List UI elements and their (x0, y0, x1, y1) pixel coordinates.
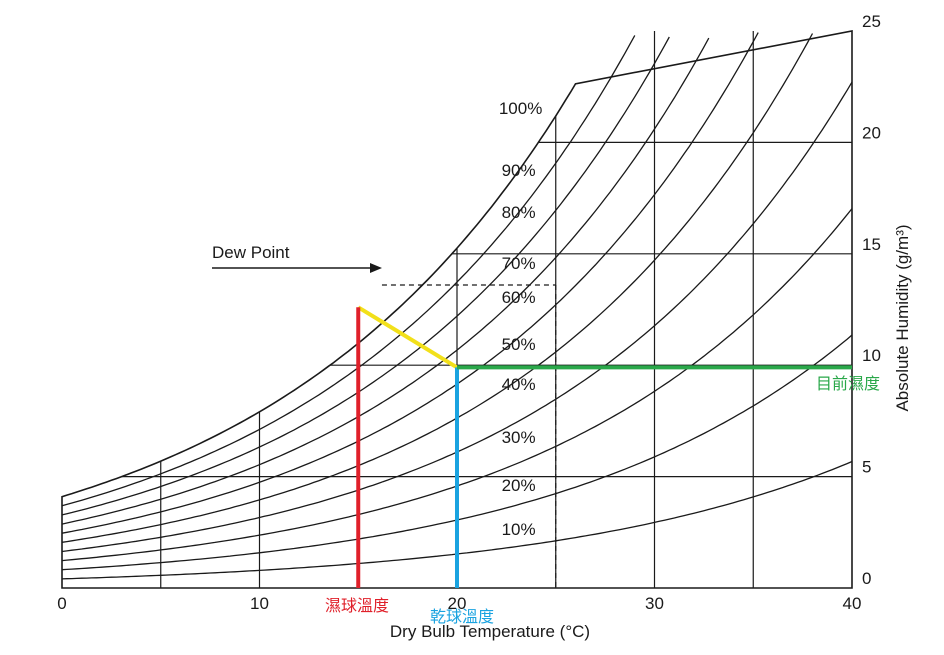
y-tick-label: 10 (862, 346, 881, 365)
y-tick-label: 0 (862, 569, 871, 588)
rh-curve-60 (61, 32, 759, 534)
annotation-label-1: 乾球溫度 (430, 607, 494, 626)
rh-label-60: 60% (502, 288, 536, 307)
rh-curve-50 (61, 33, 814, 543)
x-axis-ticks: 0 10 20 30 40 (57, 594, 861, 613)
rh-label-70: 70% (502, 254, 536, 273)
x-tick-label: 40 (843, 594, 862, 613)
rh-label-30: 30% (502, 428, 536, 447)
rh-label-40: 40% (502, 375, 536, 394)
annotation-label-2: 目前濕度 (816, 374, 880, 393)
y-axis-title: Absolute Humidity (g/m³) (893, 224, 912, 411)
dashed-guides (381, 284, 557, 588)
y-tick-label: 5 (862, 458, 871, 477)
y-axis-ticks: 0 5 10 15 20 25 (862, 12, 881, 588)
wet-bulb-yellow-line (357, 305, 459, 370)
dew-point-arrow (212, 263, 382, 273)
rh-curve-labels: 100% 90% 80% 70% 60% 50% 40% 30% 20% 10% (499, 99, 542, 539)
rh-curve-90 (61, 35, 636, 507)
rh-curve-80 (61, 36, 670, 516)
rh-label-20: 20% (502, 476, 536, 495)
x-tick-label: 20 (448, 594, 467, 613)
rh-label-100: 100% (499, 99, 542, 118)
rh-label-50: 50% (502, 335, 536, 354)
x-axis-title: Dry Bulb Temperature (°C) (390, 622, 590, 641)
chart-outline (61, 30, 853, 589)
y-tick-label: 15 (862, 235, 881, 254)
x-tick-label: 30 (645, 594, 664, 613)
rh-curve-70 (61, 37, 710, 525)
annotation-lines (356, 305, 852, 588)
dew-point-label: Dew Point (212, 243, 290, 262)
rh-label-90: 90% (502, 161, 536, 180)
rh-label-80: 80% (502, 203, 536, 222)
y-tick-label: 25 (862, 12, 881, 31)
y-tick-label: 20 (862, 123, 881, 142)
rh-label-10: 10% (502, 520, 536, 539)
x-tick-label: 10 (250, 594, 269, 613)
x-tick-label: 0 (57, 594, 66, 613)
annotation-label-0: 濕球溫度 (325, 596, 389, 615)
